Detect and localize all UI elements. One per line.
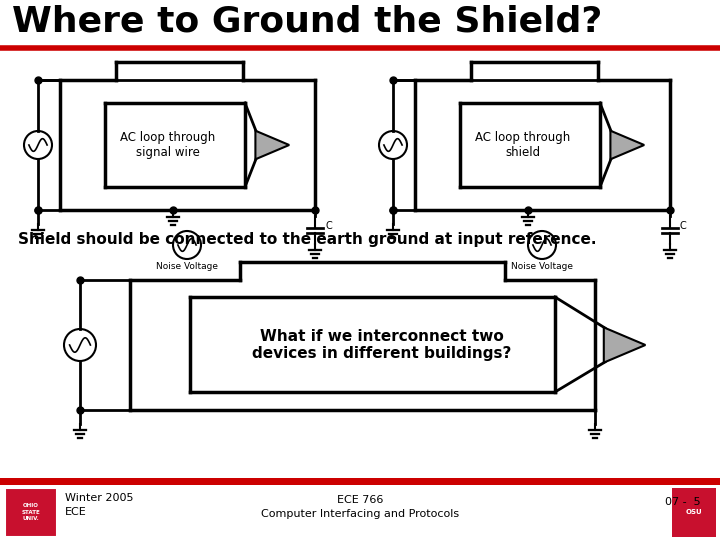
- Text: C: C: [325, 221, 332, 231]
- Polygon shape: [611, 131, 644, 159]
- Text: What if we interconnect two
devices in different buildings?: What if we interconnect two devices in d…: [252, 329, 512, 361]
- Text: 07 -  5: 07 - 5: [665, 497, 701, 507]
- Text: C: C: [680, 221, 687, 231]
- Text: Shield should be connected to the earth ground at input reference.: Shield should be connected to the earth …: [18, 232, 596, 247]
- Polygon shape: [256, 131, 289, 159]
- Text: AC loop through
shield: AC loop through shield: [475, 131, 571, 159]
- Text: Computer Interfacing and Protocols: Computer Interfacing and Protocols: [261, 509, 459, 519]
- Bar: [0, 485, 720, 540]
- Text: OSU: OSU: [685, 509, 702, 515]
- Text: ECE: ECE: [65, 507, 86, 517]
- Text: ECE 766: ECE 766: [337, 495, 383, 505]
- Bar: [0, 478, 720, 540]
- Bar: [672, 488, 716, 537]
- Polygon shape: [604, 327, 645, 362]
- Text: Winter 2005: Winter 2005: [65, 493, 133, 503]
- Text: OHIO
STATE
UNIV.: OHIO STATE UNIV.: [22, 503, 40, 521]
- Text: Where to Ground the Shield?: Where to Ground the Shield?: [12, 5, 603, 39]
- Text: AC loop through
signal wire: AC loop through signal wire: [120, 131, 215, 159]
- Bar: [5, 488, 57, 537]
- Text: Noise Voltage: Noise Voltage: [156, 262, 218, 271]
- Text: Noise Voltage: Noise Voltage: [511, 262, 573, 271]
